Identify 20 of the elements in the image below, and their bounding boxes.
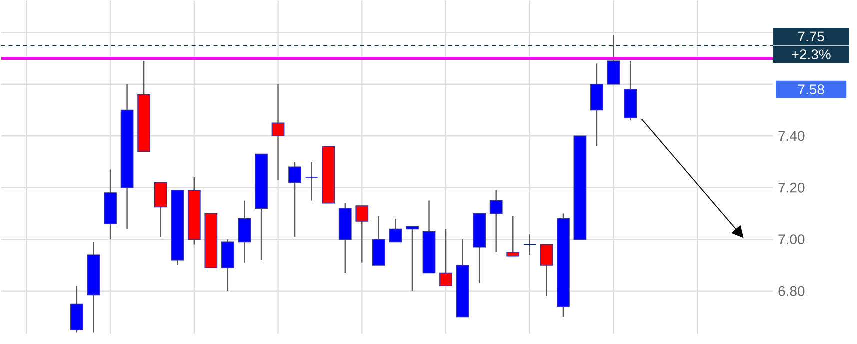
candlestick <box>288 162 302 238</box>
text: 7.58 <box>798 84 824 95</box>
ref-line-label: 7.75 <box>798 32 824 42</box>
candlestick <box>356 206 369 264</box>
candlestick <box>540 244 554 298</box>
candlestick <box>506 216 520 258</box>
y-tick-label: 7.00 <box>778 234 805 245</box>
text: +2.3% <box>792 50 831 60</box>
candlestick <box>272 84 285 181</box>
y-tick-label: 7.20 <box>778 183 805 194</box>
candlestick <box>490 190 503 254</box>
candlestick <box>523 234 536 256</box>
y-tick-label: 6.80 <box>778 286 805 296</box>
candlestick <box>607 34 620 86</box>
candlestick <box>406 226 419 292</box>
candlestick <box>238 200 252 264</box>
candlestick <box>305 162 318 202</box>
candlestick <box>440 228 452 287</box>
candlestick <box>389 218 402 243</box>
y-tick-label: 7.40 <box>778 131 805 142</box>
